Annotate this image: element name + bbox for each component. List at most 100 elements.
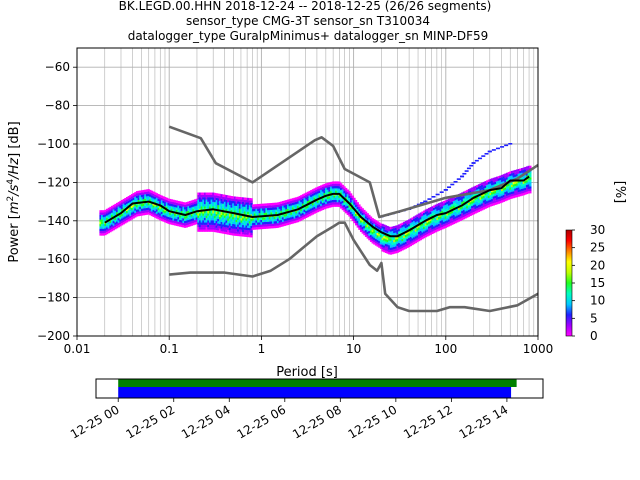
density-cell: [491, 180, 494, 183]
density-cell: [315, 201, 318, 204]
density-cell: [203, 229, 207, 232]
density-cell: [157, 217, 160, 220]
density-cell: [290, 221, 293, 225]
density-cell: [223, 208, 227, 211]
density-cell: [169, 201, 172, 204]
density-cell: [421, 229, 424, 233]
density-cell: [326, 203, 330, 206]
density-cell: [522, 181, 525, 184]
density-cell: [223, 222, 227, 225]
density-cell: [394, 230, 398, 233]
density-cell: [235, 226, 238, 230]
density-cell: [507, 195, 510, 198]
density-cell: [285, 209, 288, 212]
density-cell: [179, 215, 182, 218]
y-label-part: /Hz: [7, 157, 22, 180]
density-cell: [124, 197, 127, 201]
density-cell: [296, 196, 300, 200]
density-cell: [446, 215, 449, 218]
plot-frame: [76, 47, 539, 337]
density-cell: [182, 222, 185, 226]
density-cell: [426, 213, 429, 216]
density-cell: [350, 193, 353, 196]
density-cell: [328, 189, 331, 192]
density-cell: [363, 226, 366, 229]
density-cell: [474, 206, 477, 209]
density-cell: [489, 183, 492, 186]
density-cell: [273, 225, 276, 229]
density-cell: [155, 193, 159, 196]
density-cell: [145, 212, 149, 215]
density-cell: [403, 235, 406, 239]
density-cell: [165, 204, 169, 208]
density-cell: [326, 205, 330, 209]
density-cell: [323, 206, 326, 210]
density-cell: [439, 202, 442, 205]
density-cell: [203, 204, 207, 207]
density-cell: [139, 195, 142, 198]
density-cell: [296, 199, 300, 202]
density-cell: [147, 196, 150, 199]
density-cell: [472, 198, 476, 201]
density-cell: [436, 224, 439, 227]
density-cell: [300, 215, 303, 219]
density-cell: [364, 223, 368, 226]
density-cell: [291, 218, 295, 222]
density-cell: [326, 198, 330, 202]
density-cell: [313, 204, 316, 207]
density-cell: [303, 216, 306, 219]
density-cell: [245, 225, 248, 228]
density-cell: [492, 200, 495, 204]
density-cell: [351, 197, 354, 201]
density-cell: [167, 214, 170, 217]
density-cell: [497, 178, 500, 181]
density-cell: [341, 198, 344, 201]
density-cell: [356, 202, 359, 205]
density-cell: [393, 237, 396, 240]
density-cell: [155, 195, 159, 198]
density-cell: [346, 194, 349, 197]
density-cell: [323, 190, 326, 194]
density-cell: [272, 225, 275, 229]
density-cell: [99, 226, 102, 229]
density-cell: [182, 208, 185, 212]
density-cell: [520, 191, 524, 194]
density-cell: [361, 231, 364, 234]
density-cell: [296, 215, 300, 218]
density-cell: [291, 207, 295, 210]
density-cell: [276, 204, 280, 208]
density-cell: [140, 210, 144, 214]
density-cell: [519, 184, 522, 188]
density-cell: [247, 202, 250, 205]
density-cell: [275, 225, 278, 229]
density-cell: [243, 204, 247, 207]
density-cell: [210, 197, 213, 200]
density-cell: [149, 203, 152, 207]
density-cell: [248, 209, 252, 212]
density-cell: [354, 213, 358, 217]
density-cell: [383, 238, 386, 241]
density-cell: [316, 200, 320, 203]
density-cell: [504, 187, 507, 190]
density-cell: [371, 220, 374, 223]
density-cell: [232, 207, 235, 211]
density-cell: [308, 197, 311, 201]
density-cell: [323, 197, 326, 201]
density-cell: [499, 196, 502, 199]
density-cell: [137, 199, 140, 203]
density-cell: [393, 228, 396, 231]
density-cell: [177, 221, 180, 225]
density-cell: [504, 178, 507, 181]
density-cell: [396, 227, 399, 230]
density-cell: [130, 210, 134, 213]
density-cell: [253, 220, 257, 223]
density-cell: [517, 173, 520, 176]
density-cell: [454, 200, 457, 203]
density-cell: [401, 238, 404, 242]
density-cell: [368, 233, 371, 236]
x-tick-label: 100: [434, 342, 457, 356]
density-cell: [233, 231, 237, 234]
density-cell: [268, 226, 271, 229]
density-cell: [197, 220, 200, 223]
density-cell: [446, 208, 449, 212]
